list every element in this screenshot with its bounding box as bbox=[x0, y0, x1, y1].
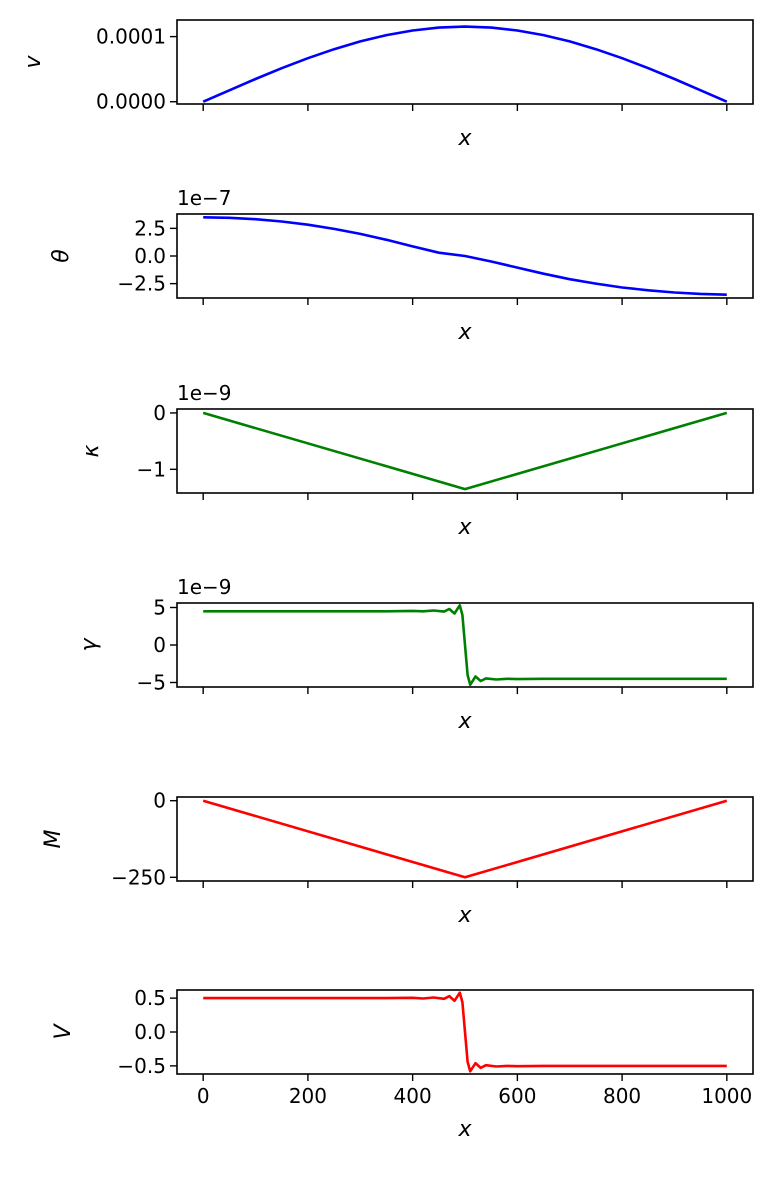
offset-text: 1e−9 bbox=[177, 381, 232, 405]
axes-frame bbox=[176, 408, 754, 494]
x-tick-label: 600 bbox=[498, 1084, 536, 1108]
y-tick-label: −2.5 bbox=[117, 272, 166, 296]
y-tick-label: −0.5 bbox=[117, 1054, 166, 1078]
axes-frame bbox=[176, 796, 754, 882]
subplot-4: 5 0 −5 1e−9 x γ bbox=[77, 575, 754, 734]
series-line-5 bbox=[202, 799, 728, 879]
y-axis-label: v bbox=[21, 55, 46, 69]
subplot-3: 0 −1 1e−9 x κ bbox=[79, 381, 754, 540]
x-axis-label: x bbox=[457, 709, 472, 734]
x-tick-label: 200 bbox=[289, 1084, 327, 1108]
y-tick-label: 0.0001 bbox=[96, 25, 166, 49]
y-tick-label: 0.0000 bbox=[96, 90, 166, 114]
y-tick-label: 0 bbox=[153, 401, 166, 425]
series-line-6 bbox=[203, 991, 727, 1073]
offset-text: 1e−9 bbox=[177, 575, 232, 599]
series-line-1 bbox=[202, 25, 728, 103]
y-tick-label: 0 bbox=[153, 633, 166, 657]
x-axis-label: x bbox=[457, 320, 472, 345]
y-axis-label: V bbox=[51, 1023, 76, 1040]
subplot-2: 2.5 0.0 −2.5 1e−7 x θ bbox=[49, 186, 754, 345]
y-tick-label: 0.5 bbox=[134, 986, 166, 1010]
y-axis-label: θ bbox=[49, 249, 74, 263]
subplot-6: 0 200 400 600 800 1000 0.5 0.0 −0.5 x V bbox=[51, 986, 754, 1142]
y-tick-label: 5 bbox=[153, 596, 166, 620]
series-line-4 bbox=[203, 603, 727, 687]
x-axis-label: x bbox=[457, 126, 472, 151]
x-axis-label: x bbox=[457, 515, 472, 540]
y-axis-label: M bbox=[41, 829, 66, 848]
y-tick-label: 2.5 bbox=[134, 216, 166, 240]
subplot-1: 0.0000 0.0001 x v bbox=[21, 19, 754, 151]
series-line-2 bbox=[203, 216, 727, 296]
y-axis-label: γ bbox=[77, 638, 102, 652]
x-tick-label: 0 bbox=[197, 1084, 210, 1108]
axes-frame bbox=[176, 19, 754, 105]
x-tick-label: 400 bbox=[394, 1084, 432, 1108]
y-tick-label: 0 bbox=[153, 789, 166, 813]
x-axis-label: x bbox=[457, 903, 472, 928]
series-line-3 bbox=[202, 411, 728, 491]
subplot-5: 0 −250 x M bbox=[41, 789, 754, 928]
y-tick-label: −1 bbox=[137, 457, 166, 481]
x-tick-label: 1000 bbox=[701, 1084, 752, 1108]
y-tick-label: −250 bbox=[111, 865, 166, 889]
y-tick-label: 0.0 bbox=[134, 244, 166, 268]
x-axis-label: x bbox=[457, 1117, 472, 1142]
y-axis-label: κ bbox=[79, 444, 104, 457]
y-tick-label: −5 bbox=[137, 671, 166, 695]
x-tick-label: 800 bbox=[603, 1084, 641, 1108]
y-tick-label: 0.0 bbox=[134, 1020, 166, 1044]
offset-text: 1e−7 bbox=[177, 186, 232, 210]
